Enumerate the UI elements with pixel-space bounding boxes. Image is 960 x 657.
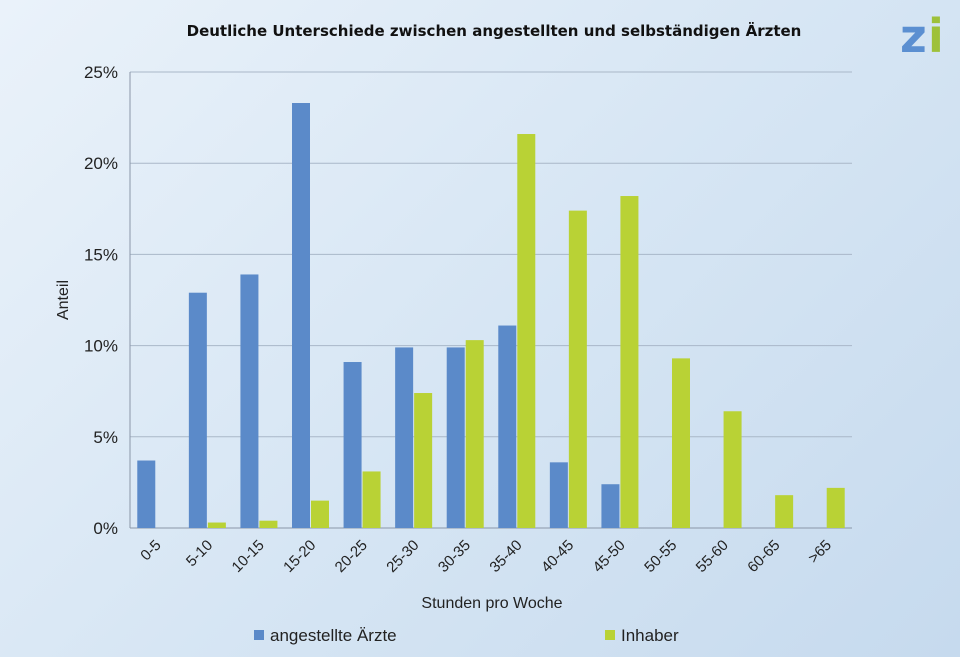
bar-inhaber-7 <box>517 134 536 529</box>
bar-inhaber-11 <box>723 411 742 528</box>
bar-inhaber-1 <box>207 522 226 528</box>
bar-angestellte-6 <box>446 347 465 528</box>
x-tick-label: 30-35 <box>435 537 474 576</box>
bar-inhaber-4 <box>362 471 381 528</box>
y-axis-label: Anteil <box>55 280 72 320</box>
bar-inhaber-2 <box>259 520 278 528</box>
y-tick-label: 15% <box>84 245 118 264</box>
legend-swatch-inhaber <box>605 630 615 640</box>
bar-angestellte-4 <box>343 362 362 528</box>
bar-inhaber-12 <box>775 495 794 528</box>
bar-angestellte-8 <box>549 462 568 528</box>
y-tick-labels: 0% 5% 10% 15% 20% 25% <box>84 63 118 538</box>
legend-label-inhaber: Inhaber <box>621 626 679 645</box>
logo-i: i <box>928 9 944 63</box>
bar-inhaber-8 <box>568 210 587 528</box>
legend-label-angestellte: angestellte Ärzte <box>270 626 397 645</box>
bar-inhaber-9 <box>620 196 639 529</box>
logo-z: z <box>900 9 927 63</box>
bar-angestellte-7 <box>498 325 517 528</box>
x-tick-labels: 0-5 5-10 10-15 15-20 20-25 25-30 30-35 35-40 40-… <box>137 537 835 576</box>
x-tick-label: 10-15 <box>229 537 268 576</box>
x-tick-label: 5-10 <box>183 537 216 570</box>
y-tick-label: 20% <box>84 154 118 173</box>
bar-inhaber-13 <box>826 487 845 528</box>
bar-inhaber-6 <box>465 340 484 528</box>
bars <box>137 103 845 529</box>
bar-angestellte-1 <box>188 292 207 528</box>
x-tick-label: 25-30 <box>383 537 422 576</box>
x-axis-label: Stunden pro Woche <box>421 595 562 612</box>
bar-angestellte-9 <box>601 484 620 528</box>
chart-title: Deutliche Unterschiede zwischen angestel… <box>187 21 802 40</box>
gridlines <box>129 71 852 529</box>
x-tick-label: 40-45 <box>538 537 577 576</box>
bar-inhaber-10 <box>672 358 690 528</box>
zi-logo: z i <box>900 9 944 63</box>
x-tick-label: 55-60 <box>693 537 732 576</box>
legend-swatch-angestellte <box>254 630 264 640</box>
x-tick-label: 20-25 <box>332 537 371 576</box>
y-tick-label: 5% <box>93 428 118 447</box>
x-tick-label: 45-50 <box>590 537 629 576</box>
legend: angestellte Ärzte Inhaber <box>254 626 679 645</box>
y-tick-label: 25% <box>84 63 118 82</box>
y-tick-label: 10% <box>84 337 118 356</box>
y-tick-label: 0% <box>93 519 118 538</box>
x-tick-label: 60-65 <box>744 537 783 576</box>
x-tick-label: 0-5 <box>137 537 164 564</box>
bar-angestellte-0 <box>137 460 156 528</box>
bar-angestellte-3 <box>292 103 310 529</box>
bar-inhaber-5 <box>414 393 433 528</box>
bar-angestellte-2 <box>240 274 259 528</box>
x-tick-label: 15-20 <box>280 537 319 576</box>
x-tick-label: 50-55 <box>641 537 680 576</box>
bar-angestellte-5 <box>395 347 414 528</box>
x-tick-label: 35-40 <box>486 537 525 576</box>
bar-inhaber-3 <box>311 500 329 528</box>
x-tick-label: >65 <box>805 537 835 567</box>
